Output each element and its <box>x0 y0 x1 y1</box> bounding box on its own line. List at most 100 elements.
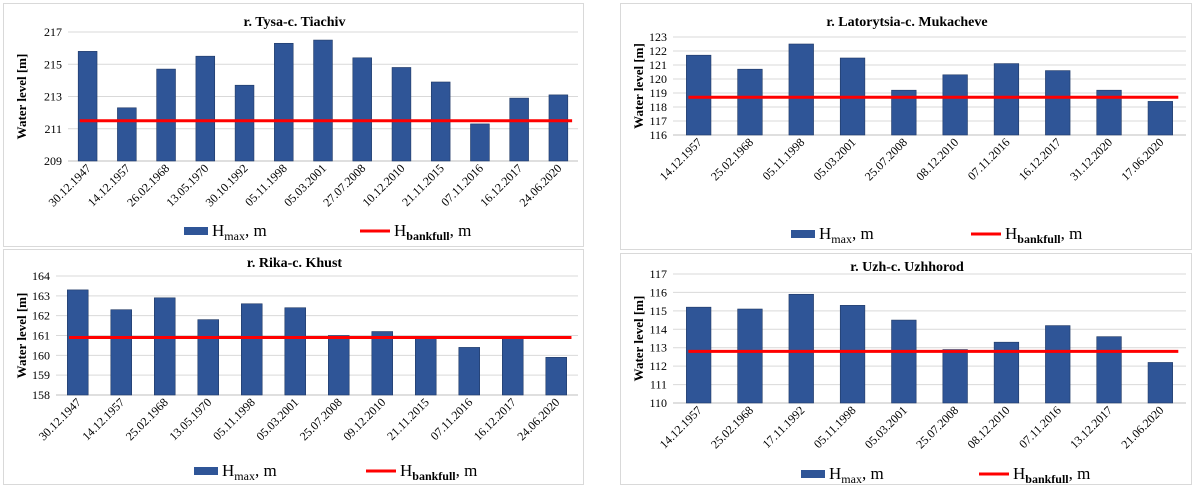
bar <box>274 42 294 162</box>
legend: Hmax, m Hbankfull, m <box>194 461 477 483</box>
bar <box>1147 101 1173 136</box>
legend-swatch-hmax <box>791 230 815 238</box>
y-tick-label: 213 <box>44 90 62 104</box>
y-axis-label: Water level [m] <box>14 293 29 379</box>
legend-swatch-hmax <box>184 227 208 235</box>
legend: Hmax, m Hbankfull, m <box>801 464 1090 486</box>
bar <box>77 51 98 162</box>
x-tick-label: 21.06.2020 <box>1118 403 1166 451</box>
x-tick-label: 05.11.1998 <box>210 395 258 443</box>
legend-label-bankfull: Hbankfull, m <box>394 221 471 243</box>
x-tick-label: 05.03.2001 <box>811 135 859 183</box>
bar <box>458 347 480 396</box>
x-tick-label: 07.11.2016 <box>965 135 1013 183</box>
y-tick-label: 117 <box>649 114 667 128</box>
x-tick-label: 05.03.2001 <box>253 395 301 443</box>
y-tick-label: 120 <box>649 72 667 86</box>
bar <box>156 68 176 162</box>
bar <box>509 97 529 162</box>
y-tick-label: 117 <box>649 267 667 281</box>
bar <box>788 293 814 404</box>
bar <box>737 68 763 136</box>
chart-panel-tysa: r. Tysa-c. Tiachiv Water level [m] 209 211 2… <box>3 3 584 247</box>
x-tick-label: 08.12.2010 <box>913 135 961 183</box>
y-tick-label: 122 <box>649 44 667 58</box>
legend-swatch-hmax <box>194 467 218 475</box>
x-tick-label: 24.06.2020 <box>514 395 562 443</box>
y-tick-label: 158 <box>32 388 50 402</box>
y-tick-label: 215 <box>44 57 62 71</box>
x-tick-label: 16.12.2017 <box>1016 135 1064 183</box>
y-axis-label: Water level [m] <box>631 296 646 382</box>
chart-panel-latorytsia: r. Latorytsia-c. Mukacheve Water level [m… <box>620 3 1192 250</box>
bar <box>1096 336 1122 404</box>
bar <box>788 43 814 136</box>
bar <box>545 357 567 396</box>
x-tick-label: 07.11.2016 <box>1016 403 1064 451</box>
bar <box>195 55 216 162</box>
bar <box>891 319 917 404</box>
bar <box>313 39 333 162</box>
y-tick-label: 114 <box>649 322 667 336</box>
x-tick-label: 25.07.2008 <box>862 135 910 183</box>
legend-label-hmax: Hmax, m <box>212 221 267 243</box>
bar <box>737 308 763 404</box>
x-tick-label: 24.06.2020 <box>516 161 564 209</box>
bar <box>686 306 712 404</box>
y-tick-label: 209 <box>44 154 62 168</box>
x-tick-label: 25.02.1968 <box>123 395 171 443</box>
bar <box>328 335 350 396</box>
y-axis-label: Water level [m] <box>631 43 646 129</box>
chart-tysa: r. Tysa-c. Tiachiv Water level [m] 209 211 2… <box>14 15 578 243</box>
x-tick-label: 05.11.1998 <box>811 403 859 451</box>
bar <box>1147 362 1173 404</box>
y-tick-label: 115 <box>649 304 667 318</box>
bar <box>1045 70 1071 136</box>
y-tick-label: 123 <box>649 30 667 44</box>
x-tick-label: 07.11.2016 <box>428 395 476 443</box>
y-tick-label: 217 <box>44 25 62 39</box>
bar <box>110 309 132 396</box>
y-tick-label: 211 <box>44 122 62 136</box>
x-tick-label: 14.12.1957 <box>657 135 705 183</box>
chart-uzh: r. Uzh-c. Uzhhorod Water level [m]110 111 1… <box>631 260 1186 486</box>
chart-panel-rika: r. Rika-c. Khust Water level [m] 158 159 160… <box>3 249 584 485</box>
chart-latorytsia: r. Latorytsia-c. Mukacheve Water level [m… <box>631 15 1186 246</box>
bar <box>1045 325 1071 404</box>
x-tick-label: 05.11.1998 <box>760 135 808 183</box>
bar <box>502 337 524 396</box>
x-tick-label: 31.12.2020 <box>1067 135 1115 183</box>
x-tick-label: 21.11.2015 <box>384 395 432 443</box>
bar <box>284 307 306 396</box>
bar <box>942 74 968 136</box>
y-tick-label: 160 <box>32 348 50 362</box>
chart-rika: r. Rika-c. Khust Water level [m]158 159 160… <box>14 256 578 483</box>
legend-label-bankfull: Hbankfull, m <box>1005 224 1082 246</box>
legend-label-bankfull: Hbankfull, m <box>1013 464 1090 486</box>
x-tick-label: 25.07.2008 <box>297 395 345 443</box>
bar <box>415 337 437 396</box>
y-tick-label: 116 <box>649 128 667 142</box>
x-tick-label: 10.12.2010 <box>359 161 407 209</box>
bar <box>686 54 712 136</box>
y-tick-label: 116 <box>649 285 667 299</box>
bar <box>470 123 490 162</box>
bar <box>197 319 219 396</box>
y-tick-label: 119 <box>649 86 667 100</box>
y-tick-label: 161 <box>32 329 50 343</box>
bar <box>241 303 263 396</box>
y-tick-label: 111 <box>650 378 667 392</box>
bar <box>67 289 89 396</box>
x-tick-label: 16.12.2017 <box>471 395 519 443</box>
y-tick-label: 110 <box>649 396 667 410</box>
x-tick-label: 14.12.1957 <box>79 395 127 443</box>
y-tick-label: 121 <box>649 58 667 72</box>
y-tick-label: 164 <box>32 269 50 283</box>
x-tick-label: 09.12.2010 <box>340 395 388 443</box>
x-tick-label: 25.02.1968 <box>708 403 756 451</box>
bar <box>371 331 393 396</box>
bar <box>234 84 255 162</box>
bar <box>154 297 176 396</box>
x-tick-label: 25.02.1968 <box>708 135 756 183</box>
chart-title: r. Uzh-c. Uzhhorod <box>850 260 964 275</box>
